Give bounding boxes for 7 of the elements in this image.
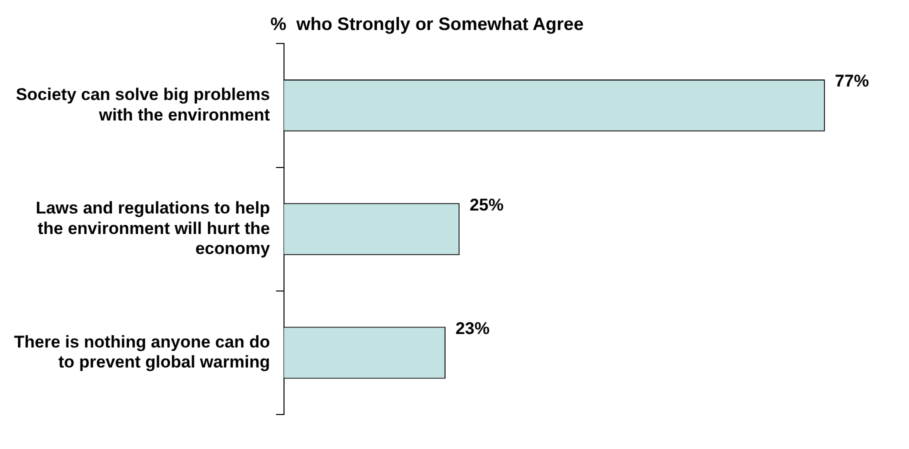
y-tick-label: There is nothing anyone can do to prevent global warming: [14, 332, 270, 372]
data-label: 25%: [470, 195, 504, 214]
data-label: 77%: [834, 72, 869, 91]
y-tick-label: Society can solve big problems with the environment: [16, 84, 270, 124]
y-tick-label: Laws and regulations to help the environment will hurt the economy: [36, 198, 271, 258]
data-label: 23%: [456, 318, 490, 338]
chart-title: % who Strongly or Somewhat Agree: [270, 14, 584, 34]
